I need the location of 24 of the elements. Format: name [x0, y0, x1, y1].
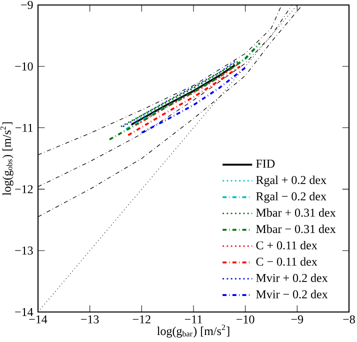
x-tick-label: −8 — [343, 315, 355, 324]
x-tick-label: −10 — [236, 315, 254, 324]
x-tick-label: −13 — [81, 315, 99, 324]
legend-label: Mbar − 0.31 dex — [256, 224, 336, 234]
y-tick-label: −12 — [15, 185, 33, 194]
x-axis-title: log(g$_{bar}$) [m/s$^{2}$] — [157, 324, 230, 338]
x-tick-label: −11 — [184, 315, 202, 324]
x-tick-label: −12 — [132, 315, 150, 324]
legend-label: Mvir + 0.2 dex — [256, 274, 328, 282]
legend-label: FID — [256, 160, 275, 168]
legend-label: C − 0.11 dex — [256, 257, 318, 266]
y-tick-label: −14 — [15, 308, 34, 316]
y-tick-label: −9 — [21, 0, 33, 10]
legend-label: Rgal − 0.2 dex — [256, 192, 326, 203]
legend-label: Mvir − 0.2 dex — [256, 290, 328, 298]
y-tick-label: −11 — [16, 124, 33, 132]
x-tick-label: −9 — [291, 315, 304, 324]
y-axis-title: log(g$_{obs}$) [m/s$^{2}$] — [0, 122, 14, 196]
y-tick-label: −10 — [15, 62, 33, 70]
legend-label: Mbar + 0.31 dex — [256, 208, 336, 217]
legend-label: C + 0.11 dex — [256, 240, 318, 250]
y-tick-label: −13 — [15, 246, 33, 255]
legend-label: Rgal + 0.2 dex — [256, 176, 326, 187]
x-tick-label: −14 — [29, 315, 48, 324]
